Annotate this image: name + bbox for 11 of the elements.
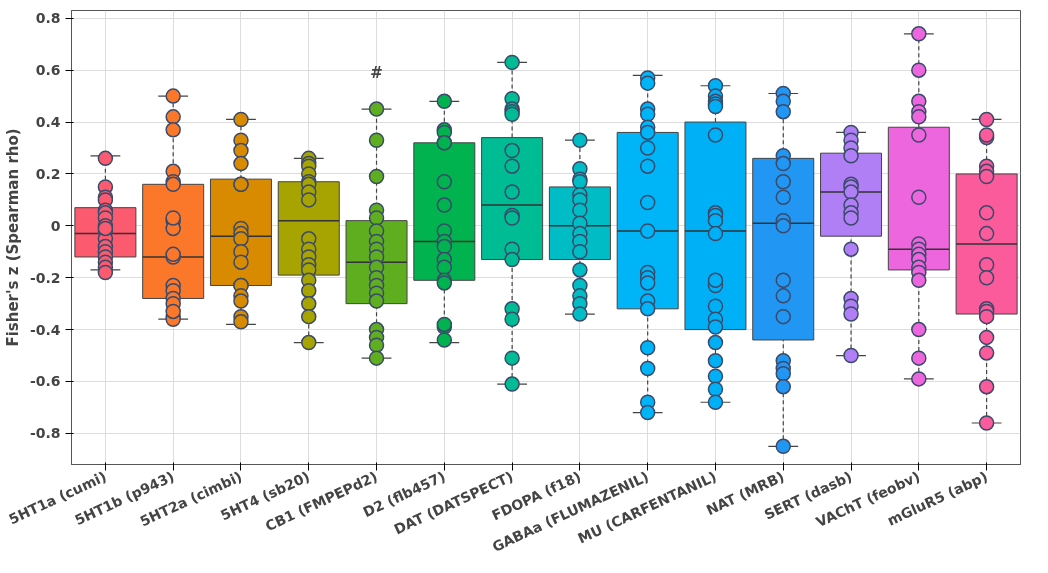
y-tick-label: 0.8 (35, 10, 61, 27)
y-tick-label: -0.8 (29, 425, 61, 442)
annotation: # (370, 63, 383, 82)
y-tick-label: 0.6 (35, 62, 61, 79)
y-axis-title: Fisher's z (Spearman rho) (3, 128, 22, 347)
y-tick-label: 0.2 (35, 165, 61, 182)
y-tick-label: -0.4 (29, 321, 61, 338)
y-tick-label: 0 (50, 217, 61, 234)
y-tick-label: -0.6 (29, 373, 61, 390)
y-tick-label: -0.2 (29, 269, 61, 286)
y-tick-label: 0.4 (35, 114, 61, 131)
